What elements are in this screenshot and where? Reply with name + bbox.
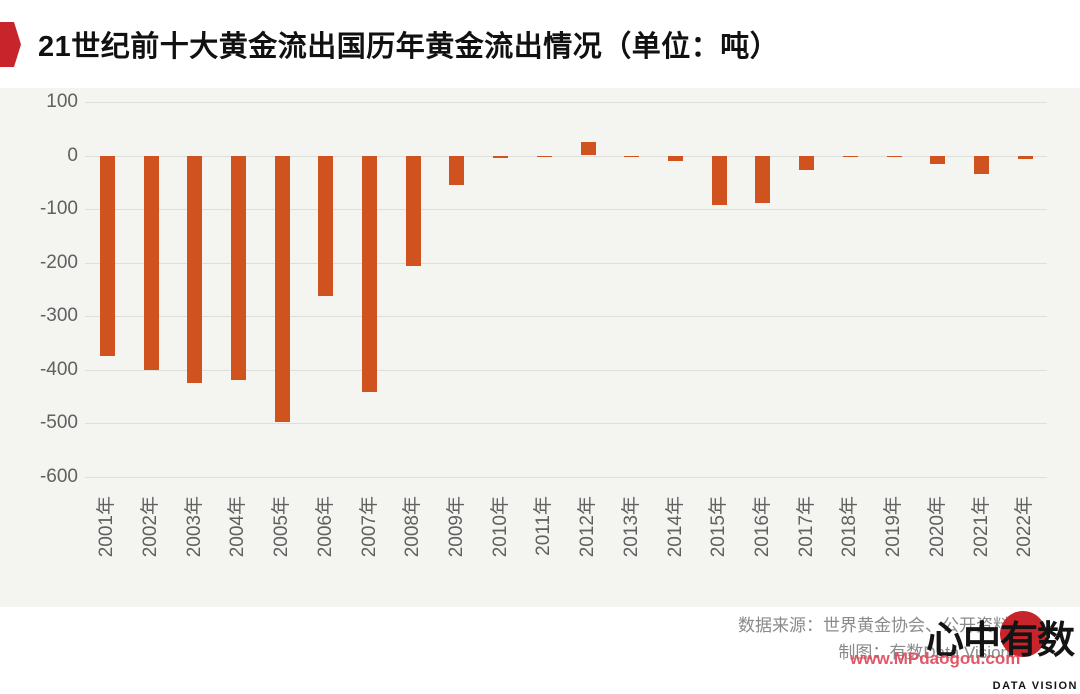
bar-2014年 xyxy=(668,155,684,161)
bar-2002年 xyxy=(143,155,159,370)
header: 21世纪前十大黄金流出国历年黄金流出情况（单位：吨） xyxy=(0,0,1080,88)
x-axis-tick-label: 2008年 xyxy=(402,496,424,558)
bar-2013年 xyxy=(624,155,640,157)
bar-2015年 xyxy=(711,155,727,205)
x-axis-tick-label: 2001年 xyxy=(96,496,118,558)
bar-2005年 xyxy=(274,155,290,422)
bar-2004年 xyxy=(230,155,246,381)
x-axis-tick-label: 2017年 xyxy=(795,496,817,558)
gridline-0 xyxy=(85,155,1047,157)
x-axis-tick-label: 2007年 xyxy=(358,496,380,558)
x-axis-tick-label: 2014年 xyxy=(664,496,686,558)
gridline-100 xyxy=(85,101,1047,103)
y-axis-tick-label: -300 xyxy=(39,305,78,327)
gridline--100 xyxy=(85,209,1047,211)
gridline--200 xyxy=(85,262,1047,264)
x-axis-tick-label: 2019年 xyxy=(883,496,905,558)
x-axis-tick-label: 2015年 xyxy=(708,496,730,558)
bar-2017年 xyxy=(799,155,815,171)
bar-2022年 xyxy=(1017,155,1033,160)
x-axis-tick-label: 2010年 xyxy=(489,496,511,558)
red-ribbon-icon xyxy=(0,22,21,67)
bar-2012年 xyxy=(580,142,596,156)
y-axis-tick-label: -500 xyxy=(39,412,78,434)
bar-2021年 xyxy=(974,155,989,175)
bar-2019年 xyxy=(886,155,902,158)
datavision-logo: 心中有数 DATA VISION xyxy=(926,608,1080,694)
credit-line: 制图：有数Data Vision xyxy=(838,643,1010,662)
x-axis-tick-label: 2013年 xyxy=(620,496,642,558)
logo-cjk-text: 心中有数 xyxy=(926,620,1075,662)
bar-2003年 xyxy=(187,155,203,384)
x-axis-tick-label: 2011年 xyxy=(533,496,555,556)
bar-2007年 xyxy=(362,155,378,392)
x-axis-tick-label: 2012年 xyxy=(577,496,599,558)
x-axis-tick-label: 2006年 xyxy=(314,496,336,558)
bar-2011年 xyxy=(536,155,552,158)
bar-2010年 xyxy=(493,155,509,159)
gridline--500 xyxy=(85,423,1047,425)
y-axis-tick-label: -200 xyxy=(39,251,78,273)
x-axis-tick-label: 2005年 xyxy=(271,496,293,558)
x-axis-tick-label: 2020年 xyxy=(926,496,948,558)
bar-2016年 xyxy=(755,155,771,203)
x-axis-tick-label: 2004年 xyxy=(227,496,249,558)
bar-2009年 xyxy=(449,155,465,185)
page-title: 21世纪前十大黄金流出国历年黄金流出情况（单位：吨） xyxy=(38,31,780,63)
x-axis-tick-label: 2009年 xyxy=(445,496,467,558)
x-axis-tick-label: 2003年 xyxy=(183,496,205,558)
y-axis-tick-label: -100 xyxy=(39,198,78,220)
y-axis-tick-label: -600 xyxy=(39,465,78,487)
bar-2018年 xyxy=(842,155,858,158)
x-axis-tick-label: 2022年 xyxy=(1014,496,1036,558)
logo-red-circle-icon xyxy=(1000,611,1046,657)
logo-subtext: DATA VISION xyxy=(992,680,1078,692)
watermark-text: www.MPdaogou.com xyxy=(850,649,1021,668)
bar-2020年 xyxy=(930,155,946,164)
y-axis-tick-label: 0 xyxy=(67,144,78,166)
gridline--300 xyxy=(85,316,1047,318)
bar-chart: 100 0 -100 -200 -300 -400 -500 -600 2001年 2002年 20… xyxy=(0,88,1080,607)
y-axis-tick-label: 100 xyxy=(46,90,78,112)
bar-2006年 xyxy=(318,155,334,297)
x-axis-tick-label: 2016年 xyxy=(751,496,773,558)
x-axis-tick-label: 2018年 xyxy=(839,496,861,558)
y-axis-tick-label: -400 xyxy=(39,358,78,380)
footer: 数据来源：世界黄金协会、公开资料 制图：有数Data Vision xyxy=(0,612,1010,666)
bar-2001年 xyxy=(99,155,115,357)
data-source-line: 数据来源：世界黄金协会、公开资料 xyxy=(738,616,1010,635)
x-axis-tick-label: 2002年 xyxy=(140,496,161,558)
gridline--400 xyxy=(85,369,1047,371)
gridline--600 xyxy=(85,476,1047,478)
bar-2008年 xyxy=(405,155,421,267)
x-axis-tick-label: 2021年 xyxy=(970,496,992,558)
